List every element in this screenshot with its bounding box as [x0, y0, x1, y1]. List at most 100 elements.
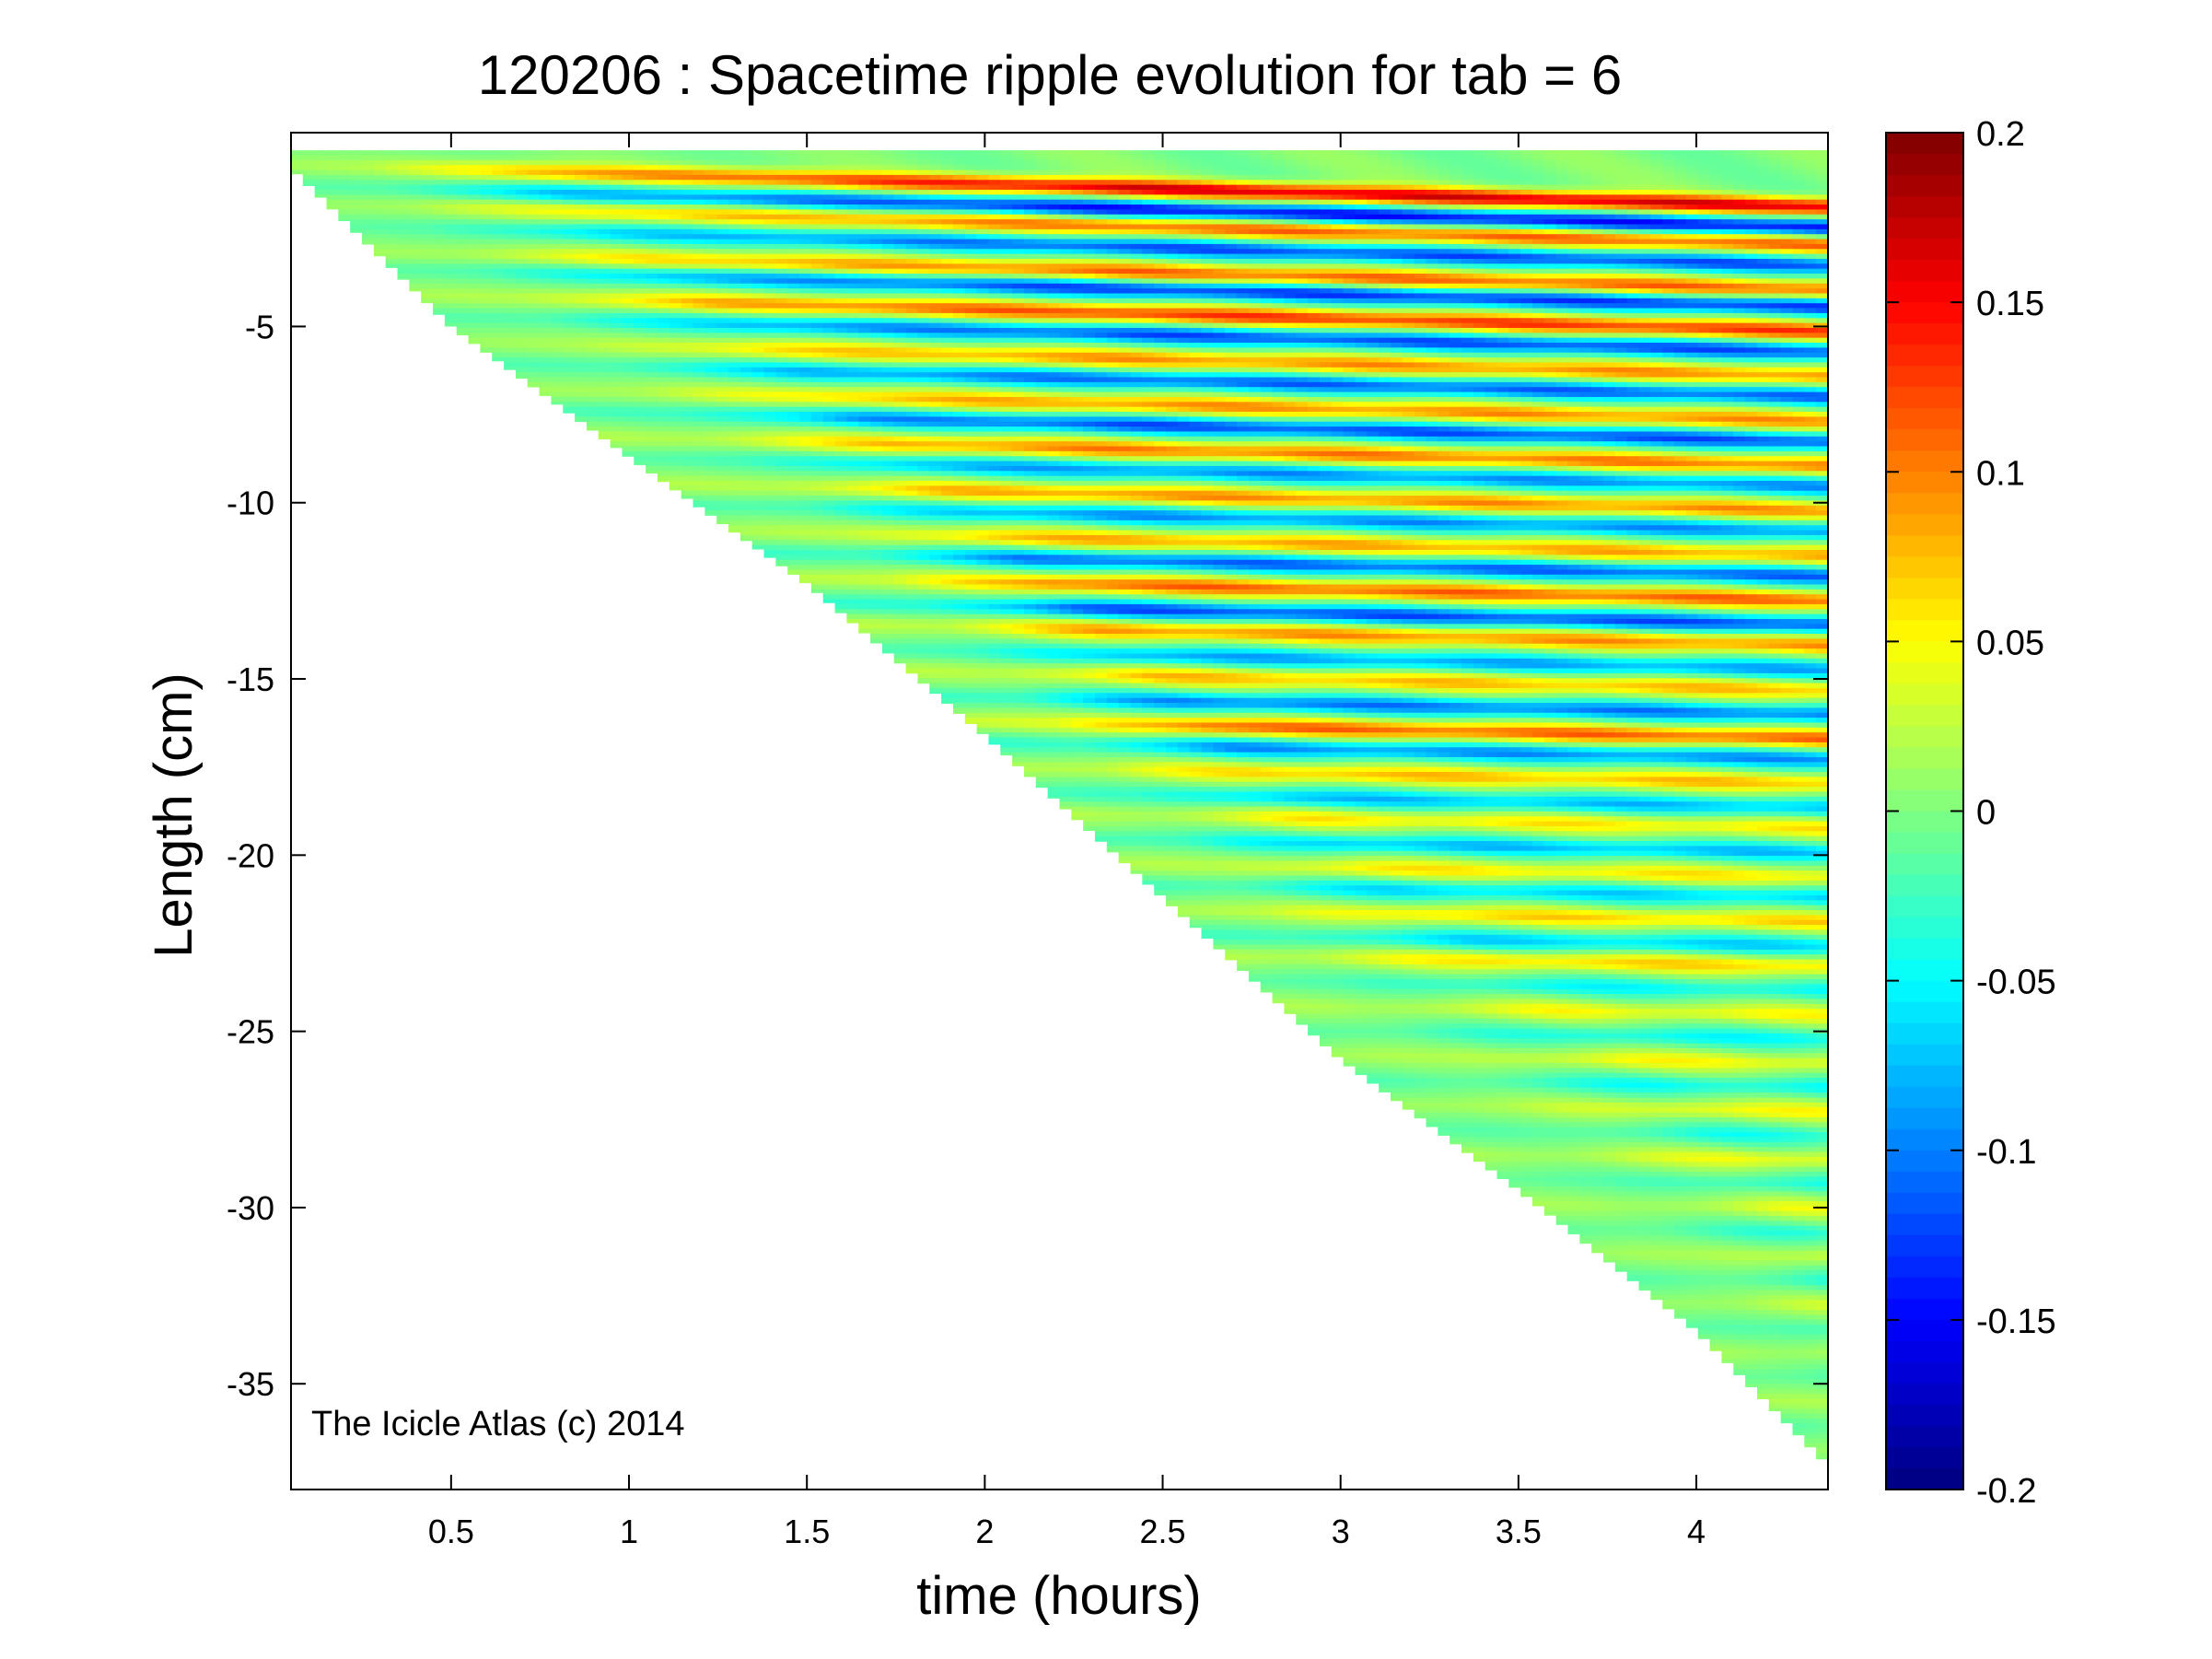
heatmap-cell	[1000, 402, 1013, 408]
heatmap-cell	[988, 505, 1001, 511]
heatmap-cell	[716, 520, 729, 525]
heatmap-cell	[799, 555, 812, 561]
heatmap-cell	[1083, 278, 1096, 285]
heatmap-cell	[480, 298, 493, 304]
heatmap-cell	[929, 687, 942, 694]
heatmap-cell	[1071, 485, 1084, 492]
heatmap-cell	[1035, 544, 1049, 551]
heatmap-cell	[929, 298, 942, 304]
heatmap-cell	[1012, 209, 1025, 216]
heatmap-cell	[504, 258, 517, 264]
heatmap-cell	[492, 249, 505, 255]
heatmap-cell	[739, 243, 753, 250]
heatmap-cell	[941, 155, 954, 161]
heatmap-cell	[1023, 618, 1037, 625]
heatmap-cell	[421, 159, 434, 166]
heatmap-cell	[433, 308, 446, 314]
heatmap-cell	[716, 426, 729, 433]
heatmap-cell	[1023, 150, 1037, 157]
heatmap-cell	[1071, 333, 1084, 339]
heatmap-cell	[929, 496, 942, 502]
heatmap-cell	[1059, 550, 1072, 555]
heatmap-cell	[881, 544, 895, 551]
heatmap-cell	[563, 337, 576, 344]
heatmap-cell	[858, 194, 871, 201]
heatmap-cell	[976, 381, 990, 388]
heatmap-cell	[810, 396, 824, 403]
heatmap-cell	[763, 362, 776, 368]
heatmap-cell	[716, 461, 729, 467]
heatmap-cell	[976, 199, 990, 205]
heatmap-cell	[728, 515, 741, 521]
heatmap-cell	[787, 510, 800, 517]
heatmap-cell	[775, 565, 788, 567]
heatmap-cell	[846, 174, 859, 181]
heatmap-cell	[787, 165, 800, 171]
heatmap-cell	[929, 540, 942, 546]
heatmap-cell	[433, 219, 446, 226]
heatmap-cell	[1071, 471, 1084, 477]
heatmap-cell	[787, 219, 800, 226]
heatmap-cell	[763, 308, 776, 314]
heatmap-cell	[1059, 402, 1072, 408]
heatmap-cell	[681, 274, 694, 279]
heatmap-cell	[1000, 298, 1013, 304]
heatmap-cell	[385, 165, 399, 171]
heatmap-cell	[716, 485, 729, 492]
heatmap-cell	[551, 303, 564, 310]
heatmap-cell	[893, 481, 907, 486]
heatmap-cell	[964, 609, 978, 615]
heatmap-cell	[551, 357, 564, 364]
heatmap-cell	[1023, 594, 1037, 601]
heatmap-cell	[858, 565, 871, 571]
heatmap-cell	[669, 396, 682, 403]
heatmap-cell	[468, 155, 482, 161]
heatmap-cell	[929, 219, 942, 226]
heatmap-cell	[646, 461, 658, 467]
heatmap-cell	[1047, 391, 1061, 398]
heatmap-cell	[456, 278, 470, 285]
heatmap-cell	[834, 239, 848, 245]
heatmap-cell	[941, 634, 954, 640]
heatmap-cell	[539, 239, 553, 245]
heatmap-cell	[704, 199, 717, 205]
heatmap-cell	[881, 450, 895, 457]
heatmap-cell	[657, 372, 670, 379]
heatmap-cell	[952, 381, 966, 388]
heatmap-cell	[586, 180, 600, 186]
heatmap-cell	[870, 243, 883, 250]
heatmap-cell	[834, 228, 848, 235]
heatmap-cell	[952, 421, 966, 427]
heatmap-cell	[634, 426, 646, 433]
heatmap-cell	[917, 510, 930, 517]
heatmap-cell	[1047, 609, 1061, 615]
heatmap-cell	[1035, 224, 1049, 230]
heatmap-cell	[787, 412, 800, 417]
heatmap-cell	[739, 312, 753, 319]
heatmap-cell	[1083, 391, 1096, 398]
heatmap-cell	[1023, 634, 1037, 640]
heatmap-cell	[893, 199, 907, 205]
heatmap-cell	[1012, 441, 1025, 448]
heatmap-cell	[976, 159, 990, 166]
heatmap-cell	[881, 249, 895, 255]
heatmap-cell	[787, 209, 800, 216]
heatmap-cell	[739, 228, 753, 235]
heatmap-cell	[905, 534, 919, 541]
heatmap-cell	[988, 678, 1001, 684]
heatmap-cell	[893, 219, 907, 226]
heatmap-cell	[657, 367, 670, 373]
heatmap-cell	[763, 387, 776, 393]
heatmap-cell	[917, 520, 930, 526]
heatmap-cell	[846, 540, 859, 546]
heatmap-cell	[504, 268, 517, 275]
heatmap-cell	[1059, 787, 1072, 793]
heatmap-cell	[739, 362, 753, 368]
heatmap-cell	[976, 174, 990, 181]
heatmap-cell	[858, 446, 871, 452]
heatmap-cell	[1035, 347, 1049, 354]
heatmap-cell	[610, 446, 623, 449]
heatmap-cell	[693, 357, 705, 364]
heatmap-cell	[941, 648, 954, 655]
heatmap-cell	[1012, 347, 1025, 354]
